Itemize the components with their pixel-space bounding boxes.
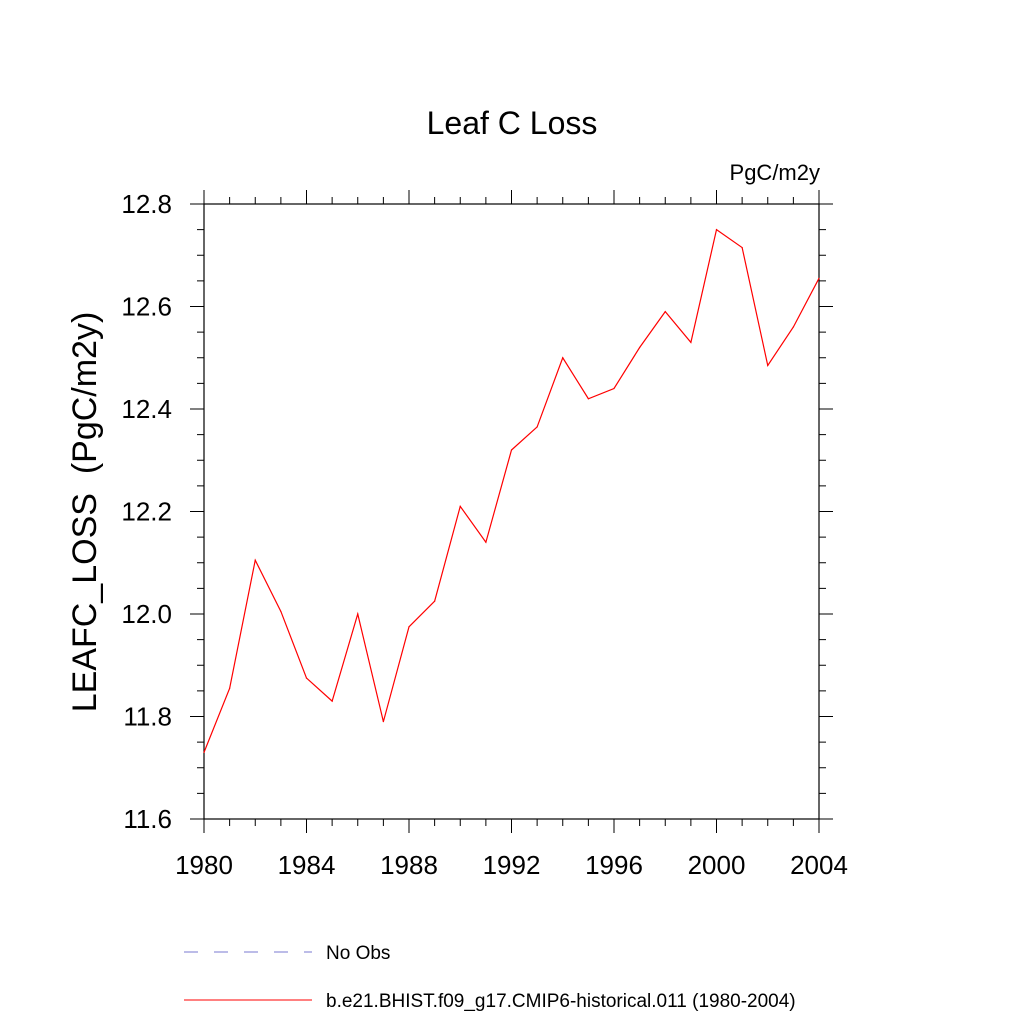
x-tick-label: 1992 [483, 850, 541, 880]
data-point [587, 398, 589, 400]
axis-tick-labels: 1980 1984 1988 1992 1996 2000 2004 11.6 11.8 12.0… [121, 189, 848, 880]
x-tick-label: 1988 [380, 850, 438, 880]
data-point [792, 326, 794, 328]
series-group [203, 228, 820, 753]
data-point [280, 610, 282, 613]
legend: No Obs b.e21.BHIST.f09_g17.CMIP6-historic… [184, 943, 796, 1012]
x-tick-label: 1980 [175, 850, 233, 880]
data-point [613, 387, 615, 390]
y-tick-label: 12.0 [121, 599, 172, 629]
data-point [357, 613, 359, 615]
x-tick-label: 1996 [585, 850, 643, 880]
legend-label: No Obs [326, 943, 390, 964]
series-line [203, 228, 820, 753]
y-tick-label: 11.8 [123, 702, 172, 732]
y-tick-label: 12.4 [121, 394, 172, 424]
data-point [459, 505, 461, 507]
chart-title: Leaf C Loss [427, 105, 598, 141]
data-point [382, 721, 384, 723]
data-point [741, 246, 743, 249]
x-tick-label: 2004 [790, 850, 848, 880]
data-point [639, 346, 641, 349]
y-tick-label: 11.6 [123, 804, 172, 834]
data-point [562, 357, 564, 359]
x-tick-label: 1984 [278, 850, 336, 880]
data-point [203, 751, 205, 753]
y-axis-label: LEAFC_LOSS (PgC/m2y) [66, 312, 104, 713]
data-point [485, 541, 487, 543]
data-point [818, 277, 820, 279]
data-point [305, 677, 308, 679]
data-point [767, 364, 769, 367]
data-point [408, 626, 410, 628]
y-tick-label: 12.2 [121, 497, 172, 527]
plot-frame [203, 203, 820, 820]
data-point [229, 687, 231, 689]
data-point [254, 559, 256, 561]
legend-label: b.e21.BHIST.f09_g17.CMIP6-historical.011… [326, 991, 796, 1012]
data-point [331, 700, 333, 702]
data-point [536, 426, 538, 428]
x-tick-label: 2000 [688, 850, 746, 880]
axis-ticks [190, 190, 833, 833]
units-label: PgC/m2y [730, 160, 820, 185]
data-point [434, 600, 436, 602]
data-point [664, 311, 666, 313]
y-tick-label: 12.6 [121, 292, 172, 322]
data-point [690, 341, 692, 343]
y-tick-label: 12.8 [121, 189, 172, 219]
data-point [715, 229, 718, 231]
data-point [510, 449, 513, 451]
